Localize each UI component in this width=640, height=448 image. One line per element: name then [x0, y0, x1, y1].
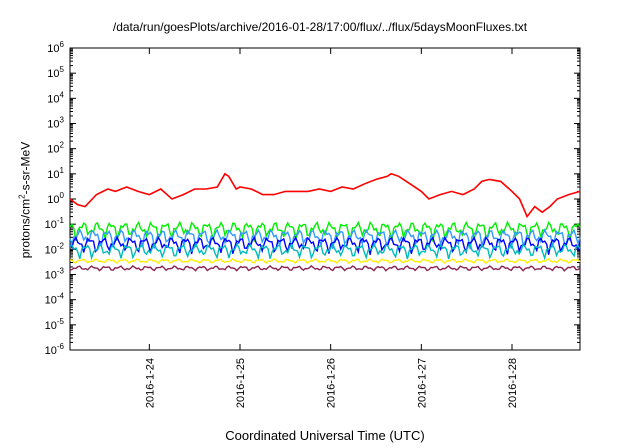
y-tick-label: 103	[47, 116, 64, 131]
y-tick-label: 10-2	[45, 241, 65, 256]
y-tick-label: 10-5	[45, 317, 65, 332]
x-tick-label: 2016-1-28	[507, 358, 519, 408]
series-line	[69, 220, 581, 242]
series-line	[69, 242, 581, 261]
y-tick-label: 10-4	[45, 292, 65, 307]
y-tick-label: 10-6	[45, 342, 65, 357]
y-tick-label: 10-1	[45, 216, 65, 231]
x-tick-label: 2016-1-25	[235, 358, 247, 408]
x-axis-label: Coordinated Universal Time (UTC)	[225, 428, 425, 443]
x-tick-label: 2016-1-26	[326, 358, 338, 408]
y-axis-ticks: 10-6 10-5 10-4 10-3 10-2 10-1 100 101 102 103 104 1…	[45, 40, 580, 357]
chart-title: /data/run/goesPlots/archive/2016-01-28/1…	[112, 20, 528, 34]
x-axis-ticks: 2016-1-24 2016-1-25 2016-1-26 2016-1-27 2016…	[144, 48, 519, 408]
y-tick-label: 10-3	[45, 267, 65, 282]
x-tick-label: 2016-1-24	[144, 358, 156, 408]
y-tick-label: 104	[47, 90, 64, 105]
series-line	[69, 172, 581, 219]
series-layer	[69, 172, 581, 272]
y-tick-label: 100	[47, 191, 64, 206]
series-line	[69, 235, 581, 255]
y-tick-label: 102	[47, 141, 64, 156]
plot-frame	[69, 47, 581, 351]
series-line	[69, 264, 581, 272]
series-line	[69, 257, 581, 265]
y-tick-label: 105	[47, 65, 64, 80]
x-tick-label: 2016-1-27	[416, 358, 428, 408]
y-tick-label: 101	[47, 166, 64, 181]
y-tick-label: 106	[47, 40, 64, 55]
